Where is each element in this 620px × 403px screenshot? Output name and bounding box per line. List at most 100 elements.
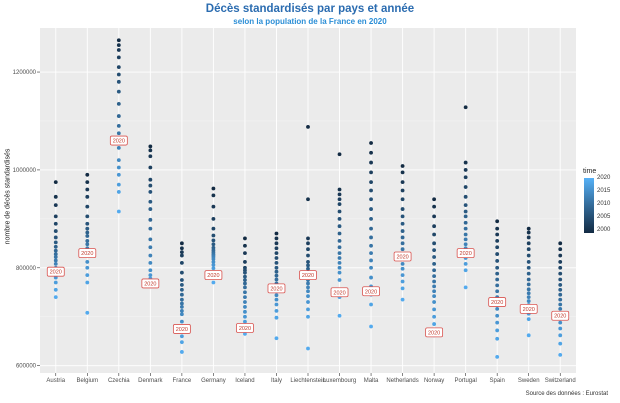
data-point-norway-2015	[432, 300, 437, 304]
data-point-portugal-2007	[463, 209, 468, 214]
label-box-2020-switzerland	[551, 310, 570, 321]
data-point-austria-2016	[53, 275, 58, 280]
data-point-czechia-2000	[116, 38, 121, 43]
data-point-iceland-2014	[243, 305, 247, 309]
data-point-liechtenstein-2002	[306, 236, 310, 241]
data-point-netherlands-2008	[400, 229, 405, 233]
x-tick-label-spain: Spain	[489, 378, 504, 384]
data-point-spain-2000	[495, 219, 500, 224]
data-point-belgium-2016	[85, 265, 90, 270]
label-2020-liechtenstein: 2020	[302, 273, 314, 279]
data-point-netherlands-2000	[400, 164, 405, 168]
x-tick-label-iceland: Iceland	[235, 378, 254, 384]
x-tick-label-france: France	[173, 378, 192, 384]
y-tick-label: 1200000	[13, 70, 37, 76]
data-point-liechtenstein-2016	[306, 300, 310, 304]
label-2020-czechia: 2020	[113, 139, 125, 145]
data-point-liechtenstein-2018	[306, 314, 310, 319]
data-point-luxembourg-2000	[337, 152, 342, 157]
data-point-iceland-2011	[243, 290, 247, 295]
x-tick-label-sweden: Sweden	[518, 378, 540, 384]
data-point-italy-2005	[274, 256, 279, 260]
data-point-luxembourg-2003	[337, 197, 342, 202]
data-point-netherlands-2002	[400, 180, 405, 185]
data-point-spain-2014	[495, 306, 500, 311]
data-point-spain-2011	[495, 289, 500, 294]
data-point-denmark-2001	[148, 148, 153, 153]
data-point-belgium-2009	[85, 234, 90, 238]
data-point-italy-2014	[274, 293, 279, 298]
data-point-sweden-2014	[526, 299, 531, 303]
y-tick-label: 800000	[16, 266, 37, 272]
data-point-czechia-2014	[116, 158, 121, 163]
data-point-switzerland-2012	[558, 306, 563, 311]
data-point-austria-2013	[53, 261, 58, 266]
data-point-austria-2018	[53, 287, 58, 292]
data-point-norway-2000	[432, 197, 437, 202]
data-point-czechia-2004	[116, 65, 121, 70]
label-2020-switzerland: 2020	[554, 314, 566, 320]
data-point-portugal-2003	[463, 175, 468, 180]
data-point-switzerland-2009	[558, 292, 563, 297]
data-point-sweden-2000	[526, 226, 531, 231]
data-points	[53, 38, 563, 359]
data-point-belgium-2010	[85, 238, 90, 243]
data-point-belgium-2018	[85, 280, 90, 285]
data-point-spain-2004	[495, 245, 500, 250]
label-2020-norway: 2020	[428, 330, 440, 336]
data-point-germany-2002	[211, 204, 216, 209]
data-point-norway-2009	[432, 268, 437, 273]
data-point-luxembourg-2007	[337, 224, 342, 229]
data-point-austria-2004	[53, 221, 58, 226]
data-point-germany-2001	[211, 193, 216, 198]
data-point-spain-2005	[495, 252, 500, 256]
data-point-belgium-2015	[85, 260, 90, 264]
source-caption: Source des données : Eurostat	[525, 391, 608, 397]
data-point-luxembourg-2010	[337, 245, 342, 250]
data-point-spain-2019	[495, 354, 500, 359]
data-point-belgium-2007	[85, 226, 90, 231]
data-point-norway-2013	[432, 289, 437, 294]
data-point-italy-2016	[274, 302, 279, 307]
data-point-norway-2007	[432, 255, 437, 259]
data-point-spain-2009	[495, 277, 500, 282]
data-point-italy-2019	[274, 336, 279, 341]
data-point-malta-2007	[369, 207, 373, 211]
data-point-norway-2011	[432, 279, 437, 284]
data-point-italy-2018	[274, 315, 279, 320]
data-point-iceland-2017	[243, 319, 247, 324]
label-box-2020-sweden	[519, 303, 538, 314]
data-point-austria-2001	[53, 194, 58, 199]
x-tick-label-norway: Norway	[424, 378, 444, 384]
data-point-luxembourg-2012	[337, 256, 342, 260]
data-point-luxembourg-2019	[337, 313, 342, 318]
data-point-belgium-2017	[85, 273, 90, 278]
data-point-austria-2007	[53, 240, 58, 245]
data-point-austria-2010	[53, 252, 58, 256]
data-point-luxembourg-2015	[337, 270, 342, 275]
data-point-austria-2011	[53, 255, 58, 259]
data-point-denmark-2011	[148, 237, 153, 242]
data-point-liechtenstein-2012	[306, 281, 310, 286]
data-point-portugal-2000	[463, 105, 468, 110]
data-point-luxembourg-2006	[337, 216, 342, 221]
data-point-italy-2009	[274, 273, 279, 278]
data-point-luxembourg-2009	[337, 238, 342, 243]
label-box-2020-luxembourg	[330, 287, 349, 298]
data-point-liechtenstein-2017	[306, 307, 310, 312]
x-tick-label-austria: Austria	[46, 378, 65, 384]
data-point-iceland-2003	[243, 260, 247, 264]
data-point-italy-2004	[274, 251, 279, 256]
data-point-denmark-2004	[148, 177, 153, 182]
data-point-denmark-2010	[148, 226, 153, 231]
data-point-netherlands-2016	[400, 273, 405, 278]
label-2020-sweden: 2020	[523, 307, 535, 313]
data-point-switzerland-2006	[558, 277, 563, 282]
data-point-iceland-2015	[243, 309, 247, 314]
data-point-sweden-2005	[526, 253, 531, 258]
legend-title: time	[583, 168, 597, 175]
data-point-czechia-2015	[116, 165, 121, 170]
label-box-2020-spain	[488, 297, 507, 307]
data-point-netherlands-2004	[400, 197, 405, 202]
